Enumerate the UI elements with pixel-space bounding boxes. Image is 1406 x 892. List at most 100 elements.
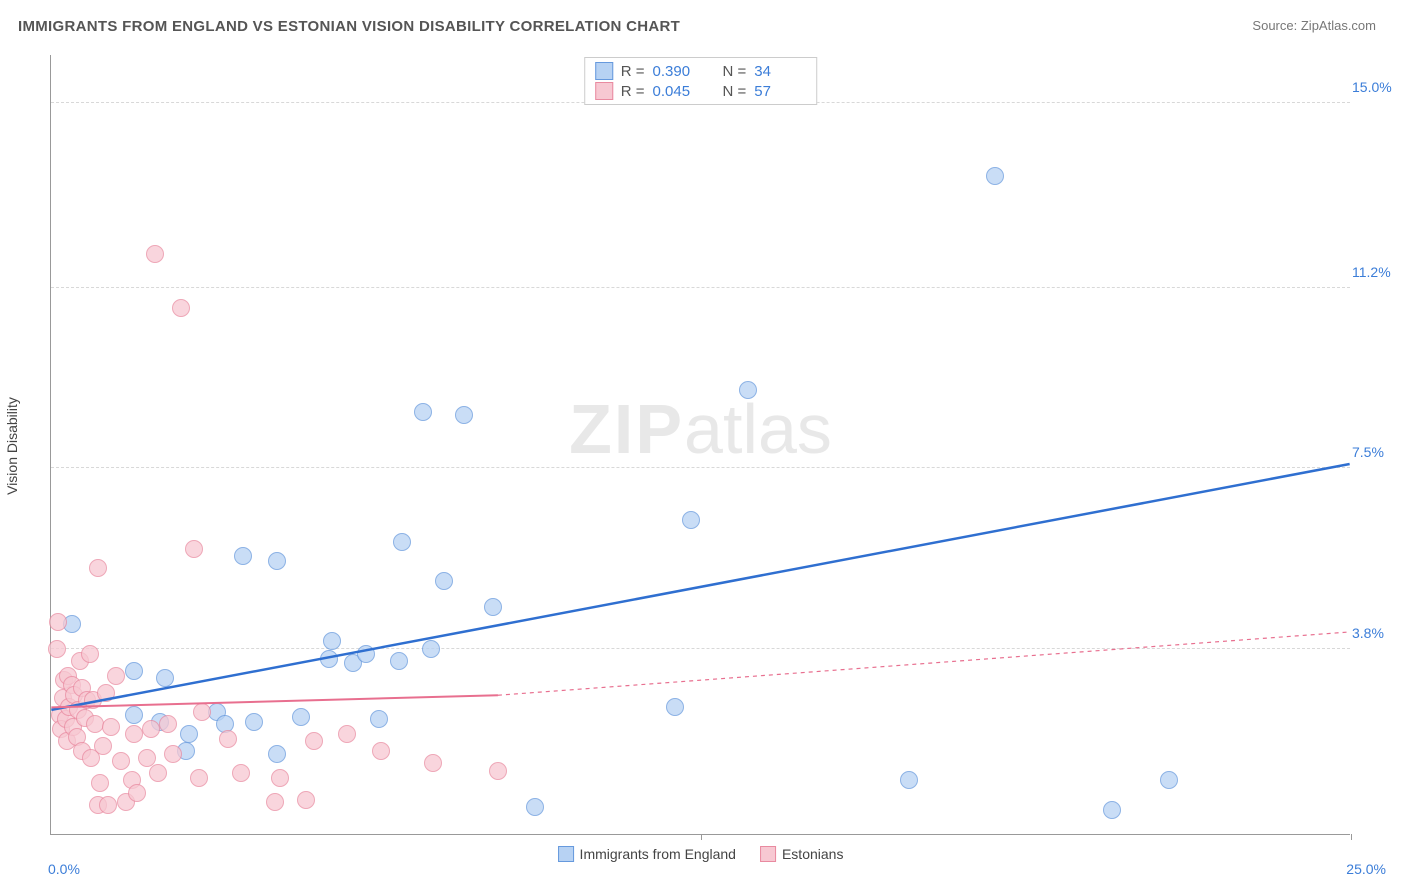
scatter-point: [164, 745, 182, 763]
series-legend: Immigrants from England Estonians: [558, 846, 844, 862]
legend-n-label: N =: [723, 83, 747, 100]
scatter-point: [94, 737, 112, 755]
legend-n-value: 57: [754, 83, 806, 100]
scatter-point: [159, 715, 177, 733]
y-axis-label: Vision Disability: [4, 397, 20, 495]
scatter-point: [180, 725, 198, 743]
scatter-point: [107, 667, 125, 685]
gridline: [51, 287, 1350, 288]
gridline: [51, 467, 1350, 468]
legend-n-label: N =: [723, 63, 747, 80]
scatter-point: [142, 720, 160, 738]
scatter-point: [99, 796, 117, 814]
legend-n-value: 34: [754, 63, 806, 80]
legend-r-label: R =: [621, 83, 645, 100]
correlation-legend: R = 0.390 N = 34 R = 0.045 N = 57: [584, 57, 818, 105]
scatter-point: [112, 752, 130, 770]
scatter-point: [102, 718, 120, 736]
scatter-point: [1103, 801, 1121, 819]
scatter-point: [424, 754, 442, 772]
y-tick-label: 15.0%: [1352, 79, 1400, 95]
scatter-point: [268, 745, 286, 763]
scatter-point: [900, 771, 918, 789]
scatter-point: [370, 710, 388, 728]
scatter-point: [146, 245, 164, 263]
legend-series-item: Immigrants from England: [558, 846, 736, 862]
x-tick-mark: [701, 834, 702, 840]
scatter-point: [489, 762, 507, 780]
x-axis-max-label: 25.0%: [1346, 861, 1386, 877]
scatter-point: [156, 669, 174, 687]
source-attribution: Source: ZipAtlas.com: [1252, 18, 1376, 33]
legend-swatch: [760, 846, 776, 862]
scatter-point: [271, 769, 289, 787]
scatter-point: [81, 645, 99, 663]
legend-row: R = 0.390 N = 34: [595, 61, 807, 81]
chart-title: IMMIGRANTS FROM ENGLAND VS ESTONIAN VISI…: [18, 18, 680, 35]
scatter-point: [125, 706, 143, 724]
scatter-point: [91, 774, 109, 792]
scatter-point: [245, 713, 263, 731]
x-axis-min-label: 0.0%: [48, 861, 80, 877]
scatter-point: [292, 708, 310, 726]
scatter-point: [232, 764, 250, 782]
scatter-point: [390, 652, 408, 670]
scatter-point: [185, 540, 203, 558]
scatter-point: [455, 406, 473, 424]
scatter-point: [338, 725, 356, 743]
scatter-point: [190, 769, 208, 787]
scatter-point: [305, 732, 323, 750]
legend-swatch: [595, 62, 613, 80]
legend-swatch: [558, 846, 574, 862]
legend-row: R = 0.045 N = 57: [595, 81, 807, 101]
scatter-point: [414, 403, 432, 421]
legend-r-label: R =: [621, 63, 645, 80]
scatter-point: [234, 547, 252, 565]
scatter-point: [986, 167, 1004, 185]
scatter-point: [49, 613, 67, 631]
legend-r-value: 0.045: [653, 83, 705, 100]
scatter-point: [172, 299, 190, 317]
scatter-point: [128, 784, 146, 802]
scatter-point: [89, 559, 107, 577]
legend-series-label: Estonians: [782, 846, 843, 862]
source-label: Source:: [1252, 18, 1297, 33]
legend-swatch: [595, 82, 613, 100]
legend-series-label: Immigrants from England: [580, 846, 736, 862]
scatter-point: [149, 764, 167, 782]
y-tick-label: 11.2%: [1352, 264, 1400, 280]
scatter-point: [268, 552, 286, 570]
watermark-light: atlas: [684, 390, 832, 468]
scatter-point: [323, 632, 341, 650]
scatter-point: [739, 381, 757, 399]
gridline: [51, 648, 1350, 649]
scatter-point: [484, 598, 502, 616]
scatter-point: [97, 684, 115, 702]
scatter-point: [435, 572, 453, 590]
x-tick-mark: [1351, 834, 1352, 840]
scatter-point: [357, 645, 375, 663]
scatter-point: [219, 730, 237, 748]
y-tick-label: 3.8%: [1352, 625, 1400, 641]
watermark-bold: ZIP: [569, 390, 684, 468]
legend-series-item: Estonians: [760, 846, 843, 862]
scatter-point: [297, 791, 315, 809]
source-value: ZipAtlas.com: [1301, 18, 1376, 33]
scatter-point: [193, 703, 211, 721]
scatter-point: [125, 725, 143, 743]
watermark: ZIPatlas: [569, 389, 832, 469]
scatter-point: [393, 533, 411, 551]
scatter-point: [372, 742, 390, 760]
scatter-point: [125, 662, 143, 680]
scatter-point: [526, 798, 544, 816]
scatter-point: [266, 793, 284, 811]
legend-r-value: 0.390: [653, 63, 705, 80]
scatter-point: [682, 511, 700, 529]
y-tick-label: 7.5%: [1352, 444, 1400, 460]
scatter-point: [1160, 771, 1178, 789]
scatter-point: [48, 640, 66, 658]
scatter-plot-area: ZIPatlas R =0.390N =34R =0.045N =57 Immi…: [50, 55, 1350, 835]
scatter-point: [320, 650, 338, 668]
scatter-point: [666, 698, 684, 716]
scatter-point: [422, 640, 440, 658]
